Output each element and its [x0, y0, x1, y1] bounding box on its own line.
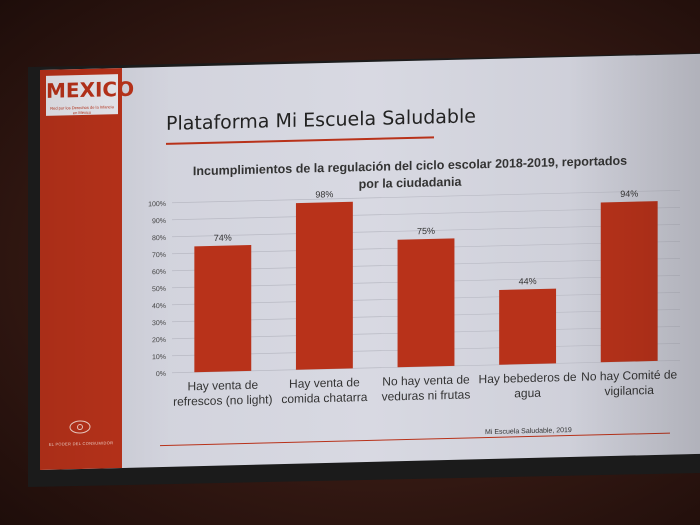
logo-subtitle: Red por los Derechos de la Infancia en M… [50, 104, 114, 116]
eye-icon [69, 420, 91, 434]
y-tick-label: 90% [152, 218, 166, 225]
category-label: vigilancia [605, 383, 655, 398]
footer-rule [160, 432, 670, 447]
logo: MEXICO Red por los Derechos de la Infanc… [46, 74, 135, 116]
category-label: agua [514, 386, 541, 401]
category-label: refrescos (no light) [173, 392, 272, 408]
bar [600, 201, 658, 363]
slide-title: Plataforma Mi Escuela Saludable [166, 105, 476, 135]
bar-value-label: 74% [214, 233, 232, 243]
gridline [172, 207, 680, 221]
bar [397, 238, 455, 368]
category-label: veduras ni frutas [382, 387, 471, 403]
bar-value-label: 94% [620, 189, 638, 199]
bar [194, 245, 252, 373]
category-label: comida chatarra [281, 390, 367, 406]
y-tick-label: 30% [152, 320, 166, 327]
y-tick-label: 80% [152, 235, 166, 242]
category-label: No hay venta de [382, 372, 470, 388]
y-tick-label: 40% [152, 303, 166, 310]
presentation-slide: MEXICO Red por los Derechos de la Infanc… [40, 53, 700, 471]
y-tick-label: 100% [148, 201, 166, 208]
bar-chart: 0% 10% 20% 30% 40% 50% 60% 70% 80% 90% 100% 74% Hay … [148, 189, 680, 409]
bar [295, 201, 353, 370]
bar-value-label: 44% [519, 276, 537, 286]
bar-value-label: 75% [417, 226, 435, 236]
y-tick-label: 0% [156, 371, 166, 378]
y-tick-label: 20% [152, 337, 166, 344]
category-label: No hay Comité de [581, 367, 677, 383]
y-tick-label: 50% [152, 286, 166, 293]
gridline [172, 224, 680, 238]
category-label: Hay venta de [289, 375, 360, 391]
title-underline [166, 136, 434, 145]
y-tick-label: 70% [152, 252, 166, 259]
sidebar-footer-text: EL PODER DEL CONSUMIDOR [48, 440, 114, 447]
category-label: Hay bebederos de [479, 370, 577, 386]
bar-value-label: 98% [315, 189, 333, 199]
category-label: Hay venta de [187, 378, 258, 394]
y-tick-label: 10% [152, 354, 166, 361]
bar [499, 288, 557, 365]
logo-text: MEXICO [46, 76, 135, 103]
gridline [172, 190, 680, 204]
y-tick-label: 60% [152, 269, 166, 276]
slide-sidebar: MEXICO Red por los Derechos de la Infanc… [40, 67, 135, 470]
